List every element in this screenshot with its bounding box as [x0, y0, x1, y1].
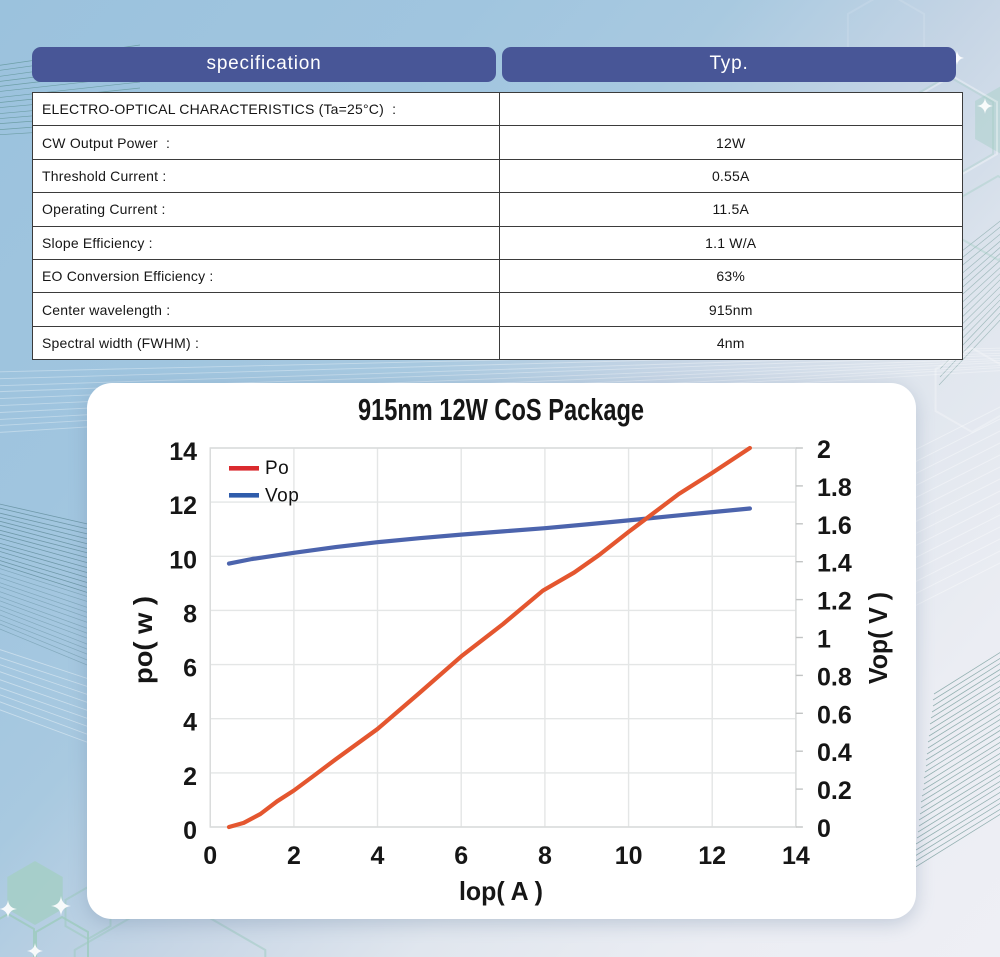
svg-text:1.8: 1.8: [817, 474, 852, 502]
svg-text:14: 14: [782, 842, 810, 870]
svg-text:2: 2: [287, 842, 301, 870]
svg-text:10: 10: [615, 842, 643, 870]
svg-text:1: 1: [817, 626, 831, 654]
svg-text:0.6: 0.6: [817, 701, 852, 729]
svg-text:0.2: 0.2: [817, 777, 852, 805]
svg-text:915nm 12W CoS Package: 915nm 12W CoS Package: [358, 392, 644, 427]
svg-text:6: 6: [183, 655, 197, 683]
svg-text:po( w ): po( w ): [128, 596, 158, 684]
svg-text:1.6: 1.6: [817, 512, 852, 540]
svg-text:Vop( V ): Vop( V ): [863, 592, 893, 684]
svg-text:0.8: 0.8: [817, 663, 852, 691]
svg-text:12: 12: [169, 492, 197, 520]
svg-text:2: 2: [183, 763, 197, 791]
svg-text:8: 8: [538, 842, 552, 870]
svg-text:Po: Po: [265, 458, 289, 479]
svg-text:4: 4: [371, 842, 385, 870]
svg-text:1.4: 1.4: [817, 550, 852, 578]
svg-text:6: 6: [454, 842, 468, 870]
svg-text:10: 10: [169, 546, 197, 574]
svg-text:0: 0: [183, 817, 197, 845]
svg-text:2: 2: [817, 436, 831, 464]
svg-text:12: 12: [698, 842, 726, 870]
svg-text:8: 8: [183, 600, 197, 628]
svg-text:lop( A ): lop( A ): [459, 876, 543, 906]
svg-text:1.2: 1.2: [817, 588, 852, 616]
svg-text:14: 14: [169, 438, 197, 466]
svg-text:0: 0: [203, 842, 217, 870]
svg-text:0: 0: [817, 815, 831, 843]
svg-text:Vop: Vop: [265, 486, 299, 507]
svg-text:0.4: 0.4: [817, 739, 852, 767]
svg-text:4: 4: [183, 709, 197, 737]
